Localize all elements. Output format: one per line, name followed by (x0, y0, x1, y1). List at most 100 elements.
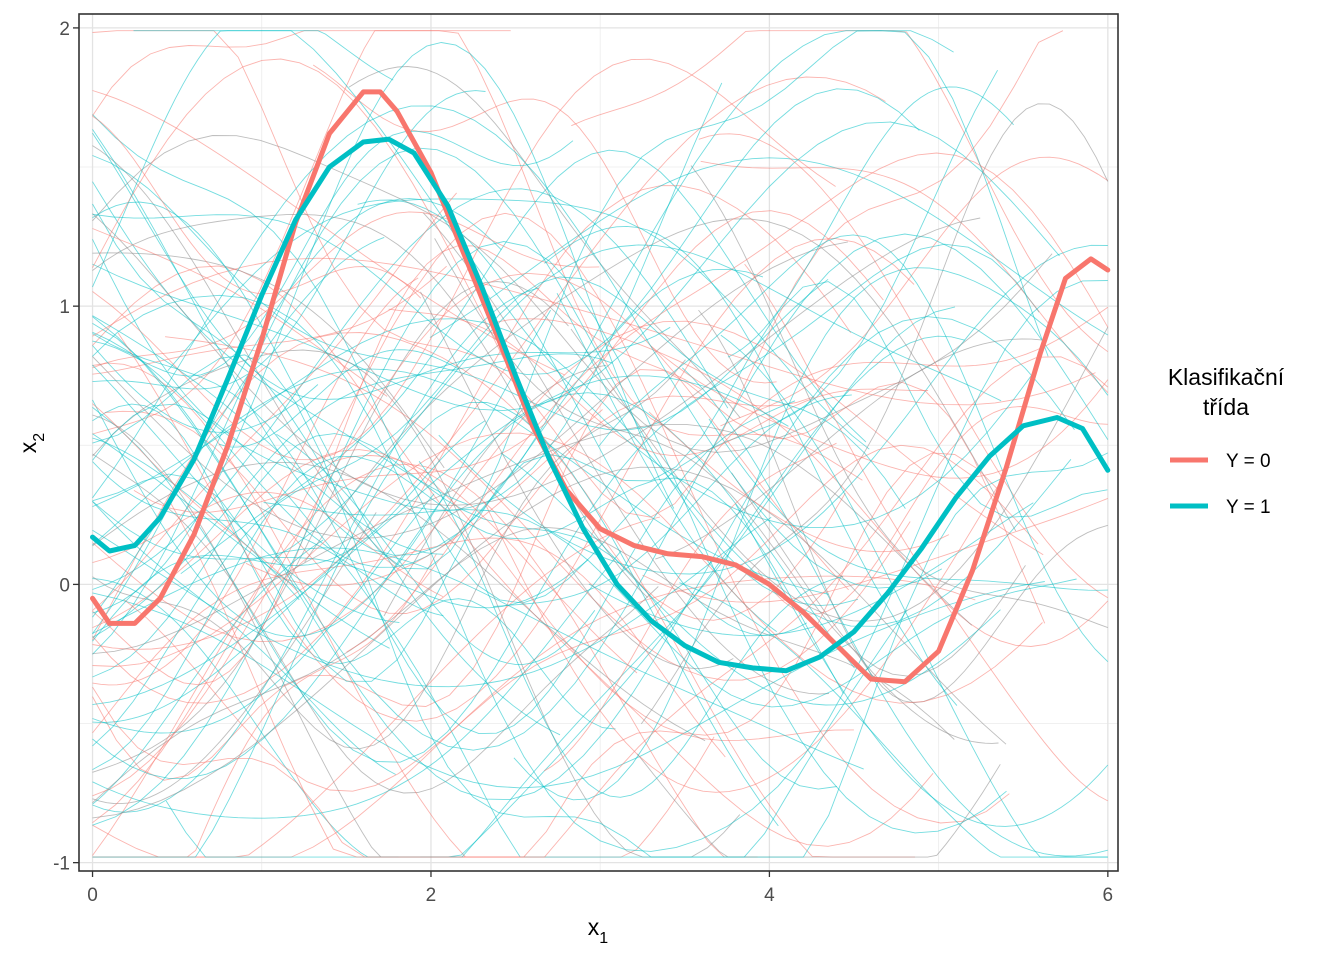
individual-curve (92, 550, 622, 819)
individual-curve (92, 581, 1045, 789)
individual-curve (92, 192, 457, 611)
individual-curve (92, 88, 920, 376)
mean-line-y0 (90, 89, 1111, 685)
individual-curve (698, 133, 1109, 599)
individual-curve (92, 432, 1043, 704)
individual-curve (92, 228, 388, 397)
individual-curve (218, 349, 460, 448)
individual-curve (727, 86, 1014, 358)
individual-curve (92, 433, 837, 790)
individual-curve (92, 403, 908, 858)
individual-curve (543, 442, 837, 772)
individual-curve (422, 212, 830, 695)
individual-curve (434, 238, 1026, 677)
individual-curve (92, 58, 846, 621)
individual-curve (92, 333, 796, 735)
individual-curve (92, 213, 981, 506)
individual-curve (513, 267, 1109, 801)
legend: Klasifikační třída Y = 0 Y = 1 (1168, 364, 1285, 518)
individual-curve (133, 30, 1035, 529)
individual-curve (636, 753, 1001, 858)
individual-curve (92, 402, 779, 858)
individual-curve (92, 354, 1109, 858)
individual-curve (92, 90, 565, 376)
individual-curve (92, 69, 998, 604)
legend-title-line1: Klasifikační (1168, 364, 1285, 390)
individual-curve (92, 185, 852, 704)
individual-curve (640, 103, 1109, 725)
grid-lines (79, 14, 1118, 871)
individual-curve (332, 455, 638, 674)
individual-curve (92, 320, 1044, 643)
individual-curve (418, 460, 844, 798)
individual-curve (690, 165, 1108, 629)
individual-curve (92, 211, 600, 369)
x-axis-title: x1 (588, 914, 609, 947)
individual-curve (681, 367, 1108, 857)
individual-curve (92, 181, 469, 505)
individual-curve (92, 130, 574, 377)
individual-curve (92, 147, 859, 655)
individual-curve (348, 66, 741, 419)
individual-curve (92, 30, 954, 556)
individual-curve (655, 338, 1042, 560)
individual-curve (650, 345, 1109, 479)
individual-curve (92, 280, 1108, 852)
individual-curve (92, 461, 444, 617)
individual-curve (92, 491, 444, 597)
individual-curve (544, 225, 958, 706)
y-tick-label: 1 (59, 297, 70, 318)
individual-curve (312, 64, 777, 384)
individual-curve (92, 287, 540, 813)
individual-curve (92, 455, 844, 770)
individual-curve (92, 243, 1040, 763)
individual-curve (438, 244, 1108, 575)
individual-curve (731, 472, 999, 744)
individual-curve (642, 497, 1108, 603)
individual-curve (648, 411, 950, 553)
individual-curve (92, 245, 701, 686)
individual-curve (92, 423, 973, 655)
individual-curve (92, 375, 789, 706)
individual-curve (92, 82, 723, 511)
individual-curve (92, 461, 706, 742)
individual-curve (700, 160, 1109, 393)
individual-curve (735, 503, 1109, 827)
individual-curve (92, 547, 864, 770)
individual-curve (92, 281, 1108, 682)
mean-line-y1 (90, 136, 1111, 674)
individual-curve (483, 483, 1000, 793)
x-tick-label: 6 (1103, 885, 1114, 906)
individual-curve (92, 364, 400, 624)
individual-curve (492, 318, 1109, 647)
individual-curve (92, 135, 1053, 453)
individual-curve (92, 516, 772, 688)
individual-curve (92, 212, 1010, 824)
individual-curve (92, 30, 1064, 518)
individual-curve (720, 334, 1108, 858)
individual-curve (92, 501, 396, 775)
individual-curve (92, 315, 444, 555)
individual-curve (92, 526, 955, 804)
individual-curve (133, 210, 884, 513)
axis-ticks: 0 2 4 6 -1 0 1 2 (53, 19, 1113, 906)
individual-curve (92, 76, 886, 650)
panel-border (78, 13, 1119, 872)
individual-curve (357, 199, 808, 636)
individual-curve (92, 105, 943, 589)
individual-curve (275, 244, 1002, 558)
y-tick-label: 2 (59, 19, 70, 40)
legend-label-y0: Y = 0 (1226, 451, 1271, 472)
individual-curve (92, 30, 863, 481)
individual-curves (92, 30, 1109, 858)
individual-curve (92, 276, 906, 747)
individual-curve (92, 466, 1007, 819)
mean-curves (90, 89, 1111, 685)
individual-curve (679, 582, 1108, 858)
x-tick-label: 0 (87, 885, 98, 906)
individual-curve (92, 359, 686, 750)
individual-curve (92, 369, 1046, 781)
individual-curve (92, 403, 298, 592)
individual-curve (698, 309, 1108, 704)
